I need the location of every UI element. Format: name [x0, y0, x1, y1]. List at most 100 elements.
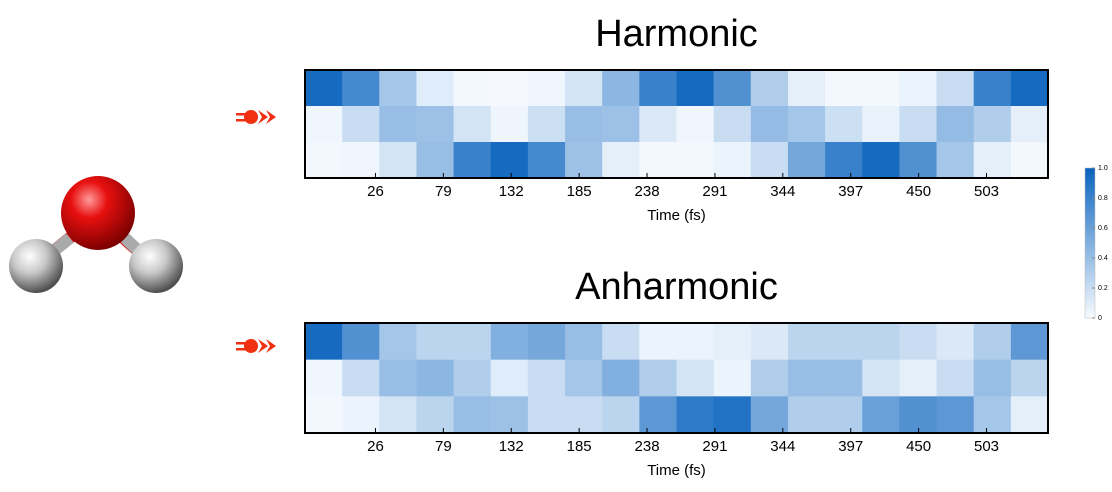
heatmap-cell	[899, 142, 938, 179]
heatmap-cell	[602, 142, 640, 179]
heatmap-cell	[305, 106, 343, 143]
heatmap-cell	[602, 106, 640, 143]
x-tick-label: 291	[702, 438, 727, 455]
heatmap-cell	[379, 70, 417, 107]
heatmap-cell	[602, 323, 640, 361]
heatmap-cell	[973, 359, 1012, 397]
heatmap-cell	[490, 106, 529, 143]
x-tick-label: 238	[635, 183, 660, 200]
x-tick-label: 291	[702, 183, 727, 200]
heatmap-cell	[713, 106, 752, 143]
heatmap-cell	[639, 142, 677, 179]
heatmap-cell	[1010, 396, 1049, 434]
arrow-icon	[236, 339, 276, 353]
heatmap-cell	[899, 396, 938, 434]
heatmap-cell	[825, 359, 863, 397]
heatmap-cell	[713, 142, 752, 179]
x-tick-label: 450	[906, 183, 931, 200]
heatmap-cell	[676, 70, 715, 107]
heatmap-cell	[899, 359, 938, 397]
x-tick-label: 450	[906, 438, 931, 455]
heatmap-cell	[1010, 142, 1049, 179]
heatmap-cell	[936, 142, 975, 179]
heatmap-cell	[305, 70, 343, 107]
colorbar-tick-label: 0.2	[1098, 285, 1108, 292]
x-tick-label: 344	[770, 438, 795, 455]
arrow-icon	[236, 110, 276, 124]
heatmap-cell	[862, 142, 900, 179]
heatmap-cell	[787, 396, 826, 434]
x-tick-label: 79	[435, 438, 452, 455]
x-tick-label: 132	[499, 183, 524, 200]
heatmap-cell	[490, 359, 529, 397]
heatmap-cell	[342, 396, 380, 434]
heatmap-cell	[825, 106, 863, 143]
heatmap-cell	[899, 70, 938, 107]
heatmap-cell	[416, 396, 455, 434]
heatmap-cell	[713, 359, 752, 397]
heatmap-cell	[713, 323, 752, 361]
heatmap-cell	[527, 396, 566, 434]
heatmap-cell	[676, 323, 715, 361]
x-tick-label: 238	[635, 438, 660, 455]
heatmap-cell	[305, 396, 343, 434]
x-tick-label: 132	[499, 438, 524, 455]
heatmap-cell	[490, 323, 529, 361]
heatmap-cell	[936, 106, 975, 143]
heatmap-cell	[825, 323, 863, 361]
heatmap-cell	[1010, 323, 1049, 361]
x-axis-label: Time (fs)	[647, 462, 706, 479]
heatmap-cell	[453, 323, 492, 361]
heatmap-cell	[527, 359, 566, 397]
heatmap-cell	[416, 70, 455, 107]
heatmap-cell	[899, 106, 938, 143]
colorbar-tick-label: 0.8	[1098, 195, 1108, 202]
heatmap-cell	[527, 323, 566, 361]
heatmap-cell	[750, 70, 789, 107]
heatmap-cell	[750, 323, 789, 361]
heatmap-cell	[862, 323, 900, 361]
heatmap-cell	[899, 323, 938, 361]
chart-title: Harmonic	[595, 13, 758, 55]
heatmap-cell	[453, 359, 492, 397]
heatmap-cell	[527, 106, 566, 143]
x-tick-label: 26	[367, 183, 384, 200]
heatmap-cell	[787, 323, 826, 361]
heatmap-cell	[416, 106, 455, 143]
heatmap-cell	[453, 70, 492, 107]
heatmap-cell	[787, 70, 826, 107]
heatmap-cell	[379, 396, 417, 434]
colorbar-tick-label: 0	[1098, 315, 1102, 322]
heatmap-cell	[565, 70, 603, 107]
heatmap-cell	[305, 359, 343, 397]
heatmap-cell	[825, 142, 863, 179]
heatmap-cell	[639, 396, 677, 434]
heatmap-cell	[676, 396, 715, 434]
heatmap-cell	[973, 106, 1012, 143]
heatmap-cell	[973, 70, 1012, 107]
heatmap-cell	[416, 323, 455, 361]
heatmap-cell	[565, 359, 603, 397]
heatmap-cell	[787, 106, 826, 143]
heatmap-cell	[973, 142, 1012, 179]
heatmap-cell	[342, 142, 380, 179]
heatmap-cell	[787, 359, 826, 397]
heatmap-cell	[639, 323, 677, 361]
heatmap-cell	[750, 396, 789, 434]
heatmap-cell	[639, 106, 677, 143]
heatmap-cell	[787, 142, 826, 179]
x-tick-label: 185	[567, 183, 592, 200]
heatmap-cell	[379, 142, 417, 179]
heatmap-cell	[1010, 106, 1049, 143]
heatmap-cell	[342, 70, 380, 107]
heatmap-cell	[676, 359, 715, 397]
heatmap-cell	[565, 323, 603, 361]
heatmap-cell	[379, 359, 417, 397]
colorbar-tick-label: 0.6	[1098, 225, 1108, 232]
heatmap-cell	[342, 106, 380, 143]
heatmap-cell	[305, 323, 343, 361]
heatmap-cell	[565, 142, 603, 179]
x-tick-label: 79	[435, 183, 452, 200]
colorbar	[1084, 167, 1096, 319]
heatmap-cell	[305, 142, 343, 179]
